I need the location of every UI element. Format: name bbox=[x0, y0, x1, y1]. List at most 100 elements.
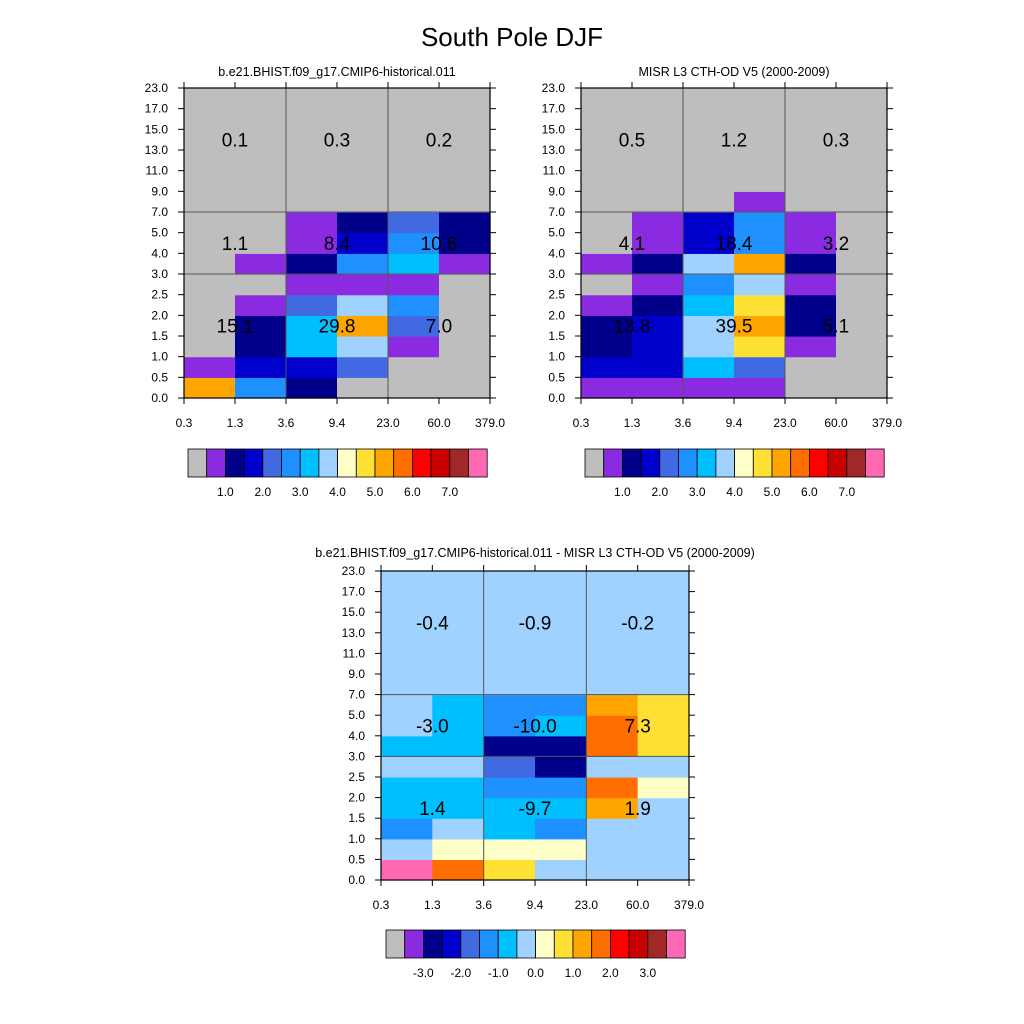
heatmap-cell bbox=[836, 356, 888, 378]
heatmap-cell bbox=[734, 108, 786, 130]
colorbar-swatch bbox=[553, 929, 574, 959]
colorbar-swatch bbox=[206, 448, 226, 478]
heatmap-cell bbox=[337, 191, 389, 213]
x-tick-label: 60.0 bbox=[824, 416, 848, 430]
heatmap-cell bbox=[535, 818, 587, 840]
heatmap-cell bbox=[286, 336, 338, 358]
region-value-label: 0.3 bbox=[324, 131, 350, 152]
heatmap-cell bbox=[586, 632, 639, 654]
x-tick-label: 9.4 bbox=[329, 416, 346, 430]
colorbar-swatch bbox=[430, 448, 451, 478]
heatmap-cell bbox=[632, 253, 684, 275]
y-tick-label: 9.0 bbox=[348, 667, 365, 681]
heatmap-cell bbox=[581, 336, 633, 358]
colorbar-swatch bbox=[696, 448, 717, 478]
heatmap-cell bbox=[785, 170, 837, 192]
heatmap-cell bbox=[836, 129, 888, 151]
heatmap-cell bbox=[836, 294, 888, 316]
heatmap-cell bbox=[381, 859, 433, 881]
heatmap-cell bbox=[632, 232, 684, 254]
colorbar-label: 0.0 bbox=[527, 966, 544, 980]
heatmap-cell bbox=[632, 356, 684, 378]
heatmap-cell bbox=[836, 232, 888, 254]
heatmap-cell bbox=[535, 797, 587, 819]
heatmap-cell bbox=[286, 377, 338, 399]
heatmap-cell bbox=[836, 170, 888, 192]
heatmap-cell bbox=[439, 377, 491, 399]
heatmap-cell bbox=[184, 274, 236, 296]
heatmap-cell bbox=[439, 88, 491, 110]
panel-title: b.e21.BHIST.f09_g17.CMIP6-historical.011… bbox=[315, 546, 755, 560]
heatmap-cell bbox=[235, 129, 287, 151]
colorbar-swatch bbox=[622, 448, 642, 478]
heatmap-panel-3: b.e21.BHIST.f09_g17.CMIP6-historical.011… bbox=[315, 546, 755, 980]
y-tick-label: 1.0 bbox=[548, 350, 565, 364]
region-value-label: 0.5 bbox=[619, 131, 645, 152]
colorbar-label: 3.0 bbox=[292, 485, 309, 499]
colorbar-swatch bbox=[790, 448, 810, 478]
heatmap-cell bbox=[381, 674, 433, 696]
colorbar-label: 4.0 bbox=[329, 485, 346, 499]
colorbar-swatch bbox=[809, 448, 829, 478]
colorbar-swatch bbox=[243, 448, 264, 478]
heatmap-cell bbox=[683, 150, 735, 172]
y-tick-label: 17.0 bbox=[542, 102, 566, 116]
heatmap-cell bbox=[586, 674, 639, 696]
heatmap-cell bbox=[734, 336, 786, 358]
region-value-label: 39.5 bbox=[716, 317, 753, 338]
heatmap-cell bbox=[235, 88, 287, 110]
heatmap-cell bbox=[337, 253, 389, 275]
heatmap-cell bbox=[586, 591, 639, 613]
heatmap-cell bbox=[683, 294, 735, 316]
y-tick-label: 2.0 bbox=[151, 308, 168, 322]
colorbar: 1.0 2.0 3.0 4.0 5.0 6.0 7.0 bbox=[187, 448, 488, 499]
colorbar-label: 1.0 bbox=[614, 485, 631, 499]
heatmap-cell bbox=[235, 294, 287, 316]
y-tick-label: 17.0 bbox=[342, 585, 366, 599]
heatmap-cell bbox=[836, 253, 888, 275]
heatmap-cell bbox=[432, 612, 485, 634]
heatmap-cell bbox=[388, 232, 440, 254]
heatmap-cell bbox=[286, 232, 338, 254]
heatmap-cell bbox=[535, 612, 587, 634]
heatmap-cell bbox=[632, 274, 684, 296]
heatmap-cell bbox=[235, 253, 287, 275]
heatmap-cell bbox=[586, 653, 639, 675]
colorbar-label: -1.0 bbox=[488, 966, 509, 980]
heatmap-cell bbox=[632, 150, 684, 172]
heatmap-cell bbox=[836, 274, 888, 296]
heatmap-cell bbox=[586, 797, 639, 819]
heatmap-cell bbox=[785, 150, 837, 172]
region-value-label: -0.9 bbox=[519, 614, 552, 635]
heatmap-cell bbox=[388, 108, 440, 130]
region-value-label: 10.6 bbox=[421, 234, 458, 255]
heatmap-cell bbox=[683, 274, 735, 296]
heatmap-cell bbox=[432, 797, 485, 819]
heatmap-cell bbox=[184, 108, 236, 130]
heatmap-cell bbox=[637, 735, 690, 757]
heatmap-cell bbox=[184, 336, 236, 358]
heatmap-cell bbox=[337, 232, 389, 254]
heatmap-cell bbox=[586, 571, 639, 593]
x-tick-label: 9.4 bbox=[726, 416, 743, 430]
heatmap-cell bbox=[734, 274, 786, 296]
heatmap-cell bbox=[734, 253, 786, 275]
heatmap-cell bbox=[581, 294, 633, 316]
region-value-label: -0.4 bbox=[416, 614, 449, 635]
heatmap-cell bbox=[483, 694, 536, 716]
heatmap-cell bbox=[581, 232, 633, 254]
heatmap-cell bbox=[432, 818, 485, 840]
colorbar-swatch bbox=[734, 448, 754, 478]
x-tick-label: 1.3 bbox=[624, 416, 641, 430]
heatmap-cell bbox=[836, 191, 888, 213]
x-tick-label: 0.3 bbox=[176, 416, 193, 430]
heatmap-cell bbox=[337, 150, 389, 172]
heatmap-cell bbox=[286, 108, 338, 130]
heatmap-cell bbox=[637, 818, 690, 840]
heatmap-cell bbox=[184, 315, 236, 337]
heatmap-cell bbox=[337, 108, 389, 130]
heatmap-cell bbox=[286, 315, 338, 337]
y-tick-label: 2.0 bbox=[548, 308, 565, 322]
heatmap-cell bbox=[388, 191, 440, 213]
heatmap-cell bbox=[337, 212, 389, 234]
